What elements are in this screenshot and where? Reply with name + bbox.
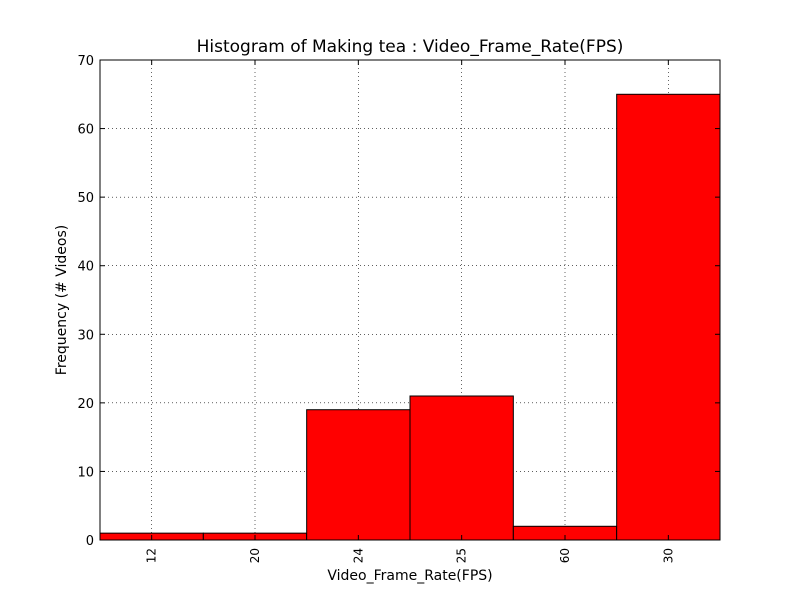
x-tick-label: 30 xyxy=(661,548,675,563)
axis-ticks: 0 10 20 30 40 50 60 70 12 20 24 25 60 30 xyxy=(77,54,720,563)
y-tick-label: 0 xyxy=(86,534,94,549)
x-axis-label: Video_Frame_Rate(FPS) xyxy=(327,568,492,584)
bars xyxy=(99,93,721,541)
y-tick-label: 50 xyxy=(77,191,94,206)
y-tick-label: 70 xyxy=(77,54,94,69)
x-tick-label: 24 xyxy=(351,548,365,563)
y-axis-label: Frequency (# Videos) xyxy=(54,225,70,375)
y-tick-label: 60 xyxy=(77,123,94,138)
chart-title: Histogram of Making tea : Video_Frame_Ra… xyxy=(197,37,624,57)
y-tick-label: 10 xyxy=(77,465,94,480)
x-tick-label: 60 xyxy=(558,548,572,563)
x-tick-label: 20 xyxy=(248,548,262,563)
x-tick-label: 12 xyxy=(145,548,159,563)
bar-30 xyxy=(616,93,721,541)
bar-24 xyxy=(306,409,411,541)
y-tick-label: 30 xyxy=(77,328,94,343)
bar-25 xyxy=(409,395,514,541)
y-tick-label: 40 xyxy=(77,260,94,275)
x-tick-label: 25 xyxy=(455,548,469,563)
y-tick-label: 20 xyxy=(77,397,94,412)
plot-frame xyxy=(99,59,721,541)
